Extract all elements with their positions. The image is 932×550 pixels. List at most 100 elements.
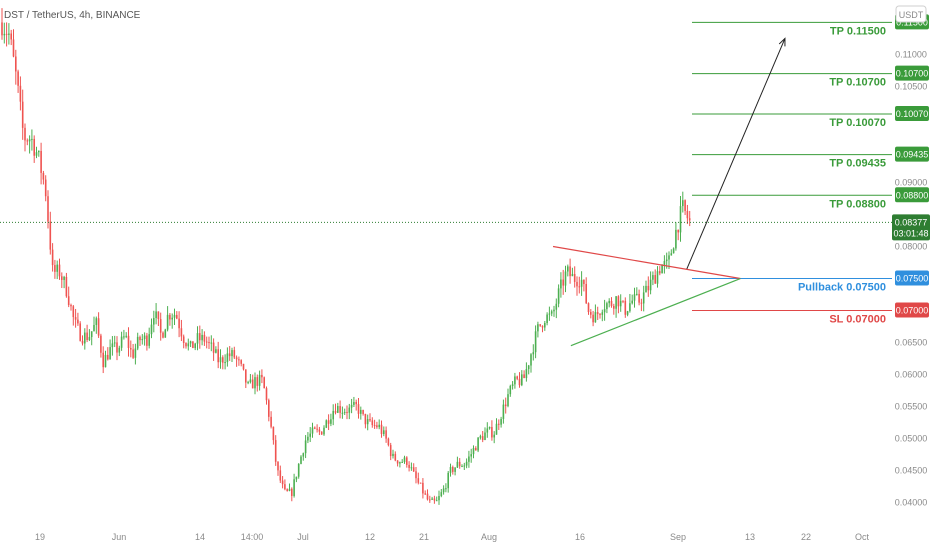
candle-body [642, 292, 645, 304]
candles-layer [1, 8, 691, 505]
y-tick-label: 0.08000 [895, 241, 928, 251]
candle-body [97, 318, 100, 336]
candle-body [215, 349, 217, 353]
candle-body [279, 470, 282, 481]
y-tick-label: 0.09000 [895, 177, 928, 187]
candle-body [566, 266, 569, 272]
candle-body [504, 404, 507, 407]
candle-body [463, 465, 466, 467]
candle-body [415, 471, 417, 479]
candle-body [33, 138, 36, 156]
candle-body [65, 276, 68, 297]
price-tag-text: 0.07500 [896, 274, 929, 284]
candle-body [152, 318, 155, 325]
candle-body [47, 196, 49, 222]
candle-body [235, 357, 238, 360]
price-tag-text: 0.08800 [896, 190, 929, 200]
price-tag-text: 0.10700 [896, 69, 929, 79]
y-tick-label: 0.04500 [895, 466, 928, 476]
candle-body [592, 314, 594, 323]
candle-body [104, 354, 107, 368]
candle-body [396, 460, 399, 464]
currency-button[interactable]: USDT [895, 5, 927, 23]
candle-body [385, 430, 387, 439]
candle-body [518, 378, 521, 386]
candle-body [401, 461, 404, 463]
candle-body [599, 314, 601, 316]
candle-body [461, 466, 463, 468]
candle-body [295, 476, 298, 480]
candle-body [180, 328, 183, 337]
price-tag-sl: 0.07000 [895, 302, 929, 318]
candle-body [26, 140, 29, 142]
candle-body [346, 411, 348, 413]
candle-body [219, 357, 222, 363]
level-label-tp: TP 0.10700 [829, 77, 886, 89]
candle-body [40, 150, 42, 173]
candle-body [479, 436, 482, 438]
candle-body [293, 479, 295, 496]
x-tick-label: Aug [481, 532, 497, 542]
candle-body [175, 314, 178, 319]
candle-body [123, 336, 125, 338]
candle-body [525, 369, 528, 379]
candle-body [320, 431, 323, 435]
candle-body [661, 265, 663, 274]
candle-body [336, 406, 339, 413]
candle-body [670, 253, 673, 256]
candle-body [564, 271, 567, 286]
candle-body [382, 430, 385, 435]
price-tag-tp: 0.09435 [895, 146, 929, 162]
candle-body [633, 294, 636, 301]
candle-body [617, 296, 620, 307]
candle-body [532, 352, 535, 355]
candle-body [451, 467, 454, 472]
candle-body [677, 229, 680, 233]
candle-body [364, 413, 367, 425]
candle-body [60, 276, 63, 280]
candle-body [334, 410, 337, 413]
candle-body [355, 402, 358, 405]
candle-body [341, 412, 344, 414]
candle-body [226, 353, 229, 363]
candle-body [258, 374, 261, 386]
candle-body [44, 179, 47, 197]
candle-body [681, 200, 684, 207]
candle-body [449, 467, 452, 473]
candle-body [254, 377, 256, 389]
candle-body [539, 324, 542, 326]
price-axis[interactable]: 0.04000 0.04500 0.05000 0.05500 0.06000 0.065… [895, 49, 928, 507]
candle-body [686, 210, 689, 219]
candle-body [70, 304, 72, 307]
countdown-timer: 03:01:48 [893, 228, 928, 238]
candle-body [408, 464, 410, 468]
time-axis[interactable]: 19 Jun 14 14:00 Jul 12 21 Aug 16 Sep 13 22 Oct [35, 532, 870, 542]
candle-body [93, 324, 95, 332]
candle-body [274, 440, 277, 462]
price-tag-tp: 0.10070 [895, 105, 929, 121]
candle-body [28, 139, 31, 142]
candle-body [610, 300, 613, 306]
candle-body [63, 276, 65, 280]
candle-body [497, 423, 500, 425]
candle-body [399, 462, 401, 464]
candle-body [51, 249, 54, 266]
candle-body [465, 461, 468, 466]
x-tick-label: 19 [35, 532, 45, 542]
candle-body [474, 448, 477, 451]
candle-body [100, 335, 102, 353]
candle-body [472, 448, 475, 455]
candle-body [146, 335, 148, 346]
candle-body [277, 461, 279, 471]
candle-body [21, 101, 24, 128]
y-tick-label: 0.06500 [895, 338, 928, 348]
candle-body [56, 264, 59, 272]
candle-body [67, 296, 70, 305]
candle-body [267, 400, 270, 417]
candle-body [426, 493, 429, 500]
candle-body [304, 440, 307, 454]
price-tag-tp: 0.10700 [895, 65, 929, 81]
candle-body [247, 382, 249, 384]
